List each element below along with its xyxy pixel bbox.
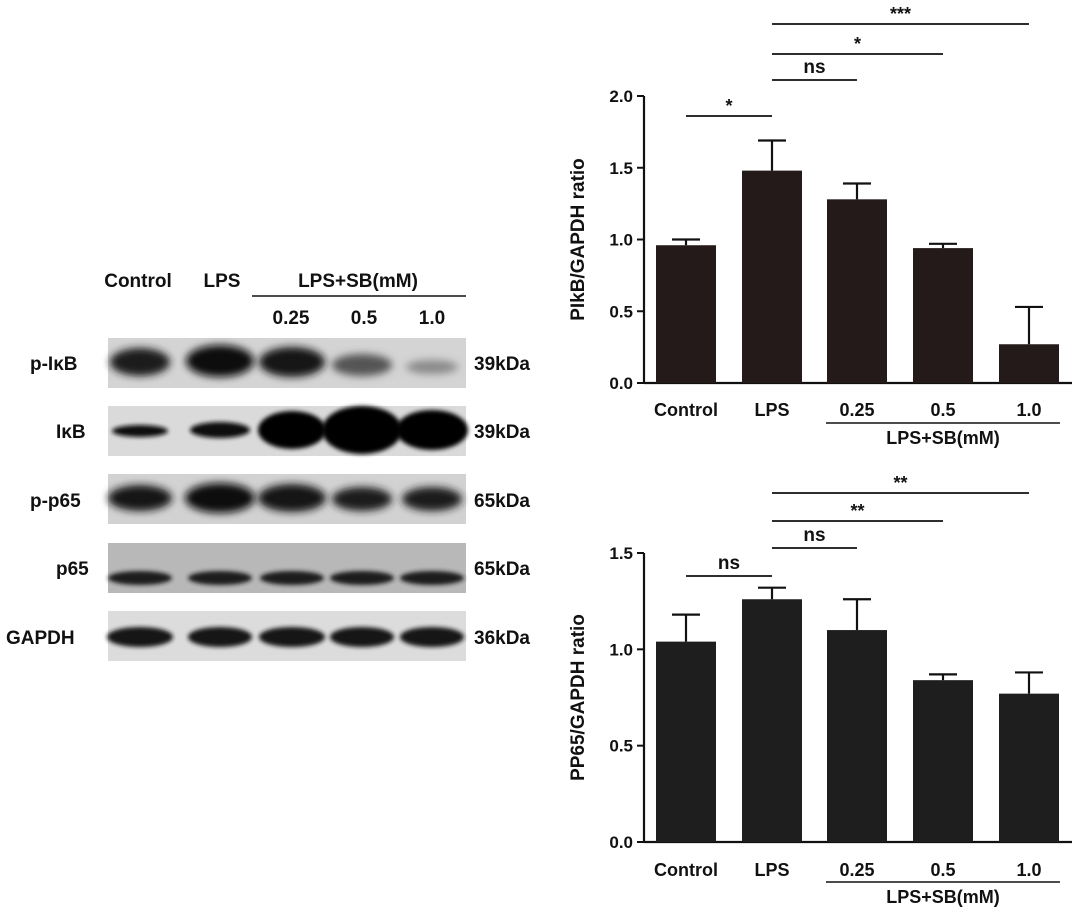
lane-label-dose-1: 0.25	[273, 308, 310, 329]
band	[185, 483, 255, 513]
y-tick-label: 1.5	[609, 544, 633, 563]
significance-label: ***	[890, 4, 911, 24]
lane-label-dose-3: 1.0	[419, 308, 445, 329]
y-tick-label: 0.0	[609, 833, 633, 852]
y-tick-label: 1.0	[609, 640, 633, 659]
bar	[656, 245, 716, 383]
significance-label: *	[854, 34, 861, 54]
bar	[913, 680, 973, 842]
band	[258, 484, 326, 512]
blot-size-p-p65: 65kDa	[474, 491, 530, 512]
bar	[999, 344, 1059, 383]
band	[259, 347, 325, 377]
x-tick-label: 1.0	[1016, 400, 1041, 420]
band	[107, 627, 173, 647]
band	[402, 487, 462, 511]
y-axis-label: PIkB/GAPDH ratio	[568, 158, 589, 321]
bar	[827, 199, 887, 383]
band	[260, 571, 324, 585]
blot-row-label-gapdh: GAPDH	[6, 628, 75, 649]
lane-group-label: LPS+SB(mM)	[298, 271, 418, 292]
band	[110, 348, 170, 376]
band	[332, 354, 392, 376]
x-tick-label: 0.25	[839, 860, 874, 880]
blot-size-p65: 65kDa	[474, 559, 530, 580]
x-tick-label: 0.5	[930, 400, 955, 420]
band	[108, 571, 172, 585]
bar	[742, 599, 802, 842]
band	[186, 345, 254, 377]
band	[188, 627, 252, 647]
y-tick-label: 0.5	[609, 737, 633, 756]
lane-label-dose-2: 0.5	[351, 308, 378, 329]
x-tick-label: Control	[654, 860, 718, 880]
x-tick-label: 0.25	[839, 400, 874, 420]
x-tick-label: LPS	[754, 400, 789, 420]
band	[188, 571, 252, 585]
bar	[827, 630, 887, 842]
band	[322, 406, 402, 454]
lane-label-control: Control	[104, 271, 172, 292]
bar	[742, 170, 802, 383]
y-tick-label: 2.0	[609, 87, 633, 106]
x-tick-label: LPS	[754, 860, 789, 880]
blot-row-label-ikb: IκB	[56, 422, 86, 443]
blot-row-label-p-p65: p-p65	[30, 491, 81, 512]
significance-label: ns	[718, 553, 740, 574]
significance-label: ns	[803, 57, 825, 78]
bar	[656, 641, 716, 842]
x-tick-label: 1.0	[1016, 860, 1041, 880]
band	[330, 571, 394, 585]
band	[332, 487, 392, 511]
blot-size-gapdh: 36kDa	[474, 628, 530, 649]
bar	[999, 693, 1059, 842]
band	[190, 422, 250, 438]
band	[108, 485, 172, 511]
blot-row-label-p65: p65	[56, 559, 89, 580]
x-axis-label: LPS+SB(mM)	[886, 428, 1000, 448]
band	[258, 411, 326, 449]
band	[400, 571, 464, 585]
blot-row-label-p-ikb: p-IκB	[30, 354, 78, 375]
blot-size-p-ikb: 39kDa	[474, 354, 530, 375]
significance-label: **	[850, 501, 864, 521]
y-tick-label: 0.0	[609, 374, 633, 393]
band	[112, 425, 168, 437]
lane-label-lps: LPS	[204, 271, 241, 292]
y-tick-label: 1.5	[609, 159, 633, 178]
western-blot-panel: Control LPS LPS+SB(mM) 0.25 0.5 1.0 p-Iκ…	[6, 271, 530, 661]
band	[259, 627, 325, 647]
band	[400, 627, 464, 647]
x-tick-label: 0.5	[930, 860, 955, 880]
x-tick-label: Control	[654, 400, 718, 420]
band	[406, 360, 458, 374]
significance-label: ns	[803, 525, 825, 546]
y-tick-label: 0.5	[609, 302, 633, 321]
band	[396, 410, 468, 450]
bar	[913, 248, 973, 383]
significance-label: *	[725, 96, 732, 116]
significance-label: **	[893, 473, 907, 493]
blot-size-ikb: 39kDa	[474, 422, 530, 443]
y-axis-label: PP65/GAPDH ratio	[568, 614, 589, 781]
band	[330, 627, 394, 647]
y-tick-label: 1.0	[609, 231, 633, 250]
x-axis-label: LPS+SB(mM)	[886, 887, 1000, 907]
